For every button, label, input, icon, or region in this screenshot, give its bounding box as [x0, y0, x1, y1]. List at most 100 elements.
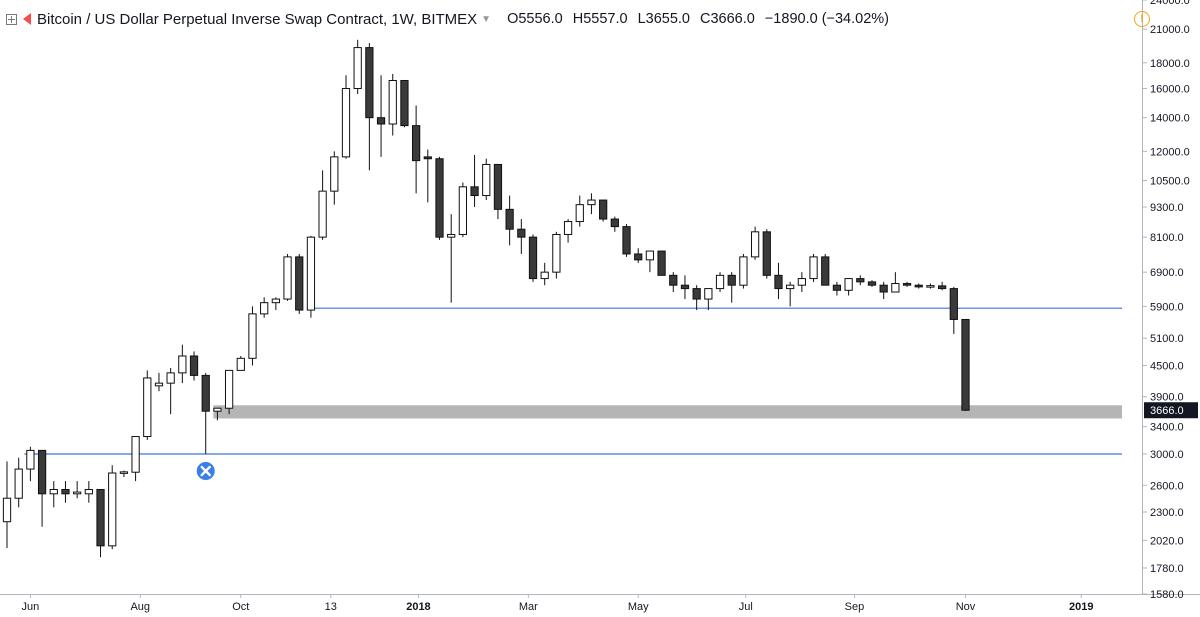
candle [610, 216, 619, 232]
candle [692, 285, 701, 311]
candle-body-up [260, 302, 269, 315]
candle-body-up [2, 497, 12, 523]
close-marker-icon[interactable] [194, 460, 217, 483]
candle-body-up [178, 355, 187, 374]
candle [634, 248, 643, 263]
candle [961, 318, 970, 411]
candle [493, 163, 503, 220]
candle [704, 288, 713, 311]
candle [119, 470, 129, 478]
candle-body-up [143, 377, 152, 438]
price-tick-label: 12000.0 [1150, 146, 1190, 158]
candle-body-up [26, 449, 35, 470]
candle-body-up [715, 274, 725, 290]
candle [786, 281, 795, 307]
candle-body-up [213, 407, 222, 412]
candle-body-down [914, 284, 923, 288]
candle [341, 75, 351, 159]
candle [166, 367, 175, 415]
candle [143, 370, 152, 440]
candle [248, 306, 257, 366]
candle-body-down [423, 156, 432, 160]
candle [891, 272, 900, 293]
candle [821, 253, 830, 286]
candle [213, 407, 222, 421]
time-tick-label: Nov [956, 601, 976, 613]
candle [260, 297, 269, 318]
time-tick-label: Mar [519, 601, 538, 613]
drawn-levels[interactable] [24, 307, 1123, 455]
price-tick-label: 9300.0 [1150, 202, 1184, 214]
candle-body-down [435, 158, 444, 238]
candle [657, 250, 666, 276]
candle-body-up [119, 471, 129, 474]
candle-body-up [809, 256, 818, 280]
candle-body-up [739, 256, 748, 286]
price-tick-label: 2600.0 [1150, 480, 1184, 492]
candle [832, 281, 842, 296]
candle-body-up [131, 436, 140, 473]
candles [2, 39, 970, 558]
flag-icon[interactable] [23, 13, 31, 25]
support-zone-rect[interactable] [213, 405, 1123, 419]
symbol-legend: Bitcoin / US Dollar Perpetual Inverse Sw… [6, 8, 889, 30]
candle [458, 182, 468, 238]
candle [14, 457, 23, 508]
candle-body-up [283, 256, 292, 300]
candle-body-down [774, 274, 783, 290]
time-tick-label: Sep [845, 601, 865, 613]
candle-body-down [902, 283, 912, 286]
candle [318, 170, 327, 240]
candle [540, 262, 549, 286]
candle-body-down [622, 226, 631, 255]
candle-body-up [224, 369, 234, 409]
event-markers[interactable] [194, 460, 217, 483]
price-tick-label: 3000.0 [1150, 449, 1184, 461]
candle-body-down [680, 284, 690, 290]
time-tick-label: Oct [232, 601, 249, 613]
candle-body-down [937, 285, 947, 290]
candle [879, 281, 888, 300]
candle [73, 481, 82, 499]
candle [376, 75, 386, 157]
candle-body-up [587, 199, 596, 206]
candle [774, 262, 783, 300]
time-axis[interactable]: Jun Aug Oct 13 2018 Mar May Jul Sep Nov 2019 [22, 594, 1094, 613]
candle [844, 278, 853, 296]
candle [353, 39, 362, 95]
candle [797, 272, 806, 293]
price-tick-label: 14000.0 [1150, 113, 1190, 125]
candle [37, 449, 47, 527]
chevron-down-icon[interactable]: ▼ [481, 13, 492, 25]
price-tick-label: 6900.0 [1150, 267, 1184, 279]
candle-body-down [856, 278, 865, 283]
candle [108, 465, 117, 550]
candle [715, 272, 725, 293]
collapse-legend-icon[interactable] [6, 13, 17, 25]
candle [680, 275, 690, 300]
candle-body-up [388, 79, 397, 125]
warning-icon[interactable]: ! [1134, 11, 1150, 27]
price-tick-label: 4500.0 [1150, 360, 1184, 372]
candle-body-down [867, 281, 877, 286]
candle [809, 253, 818, 282]
candle [388, 74, 397, 136]
chart-frame [0, 0, 1200, 595]
symbol-title[interactable]: Bitcoin / US Dollar Perpetual Inverse Sw… [37, 10, 478, 28]
ohlc-high: H5557.0 [572, 11, 628, 27]
candle-body-up [84, 488, 93, 495]
candle [61, 481, 70, 503]
candle [587, 193, 596, 215]
candle-body-down [634, 253, 643, 261]
price-axis[interactable]: 1580.0 1780.0 2020.0 2300.0 2600.0 3000.0 3400… [1142, 0, 1198, 601]
candle-body-down [470, 186, 479, 197]
candle [201, 372, 210, 455]
price-tick-label: 8100.0 [1150, 232, 1184, 244]
candle [295, 253, 304, 314]
price-tick-label: 18000.0 [1150, 58, 1190, 70]
candle-body-up [73, 491, 82, 495]
time-tick-label: May [628, 601, 649, 613]
candle-body-up [166, 372, 175, 384]
candle-body-down [821, 256, 830, 286]
